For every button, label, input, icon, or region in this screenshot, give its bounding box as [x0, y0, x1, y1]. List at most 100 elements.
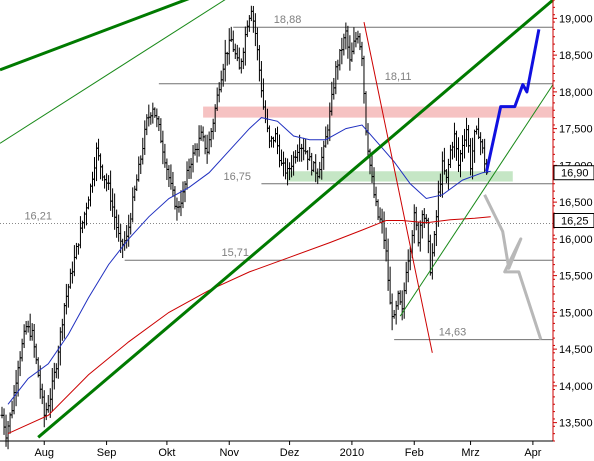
candle	[42, 390, 46, 428]
candle	[4, 414, 8, 447]
candle	[269, 135, 273, 148]
candle	[452, 122, 456, 158]
candle	[34, 343, 38, 365]
x-tick: Okt	[158, 441, 175, 459]
candle	[137, 156, 141, 182]
candle	[261, 78, 265, 110]
level-14,63: 14,63	[394, 327, 553, 341]
candle	[68, 268, 72, 289]
candle	[344, 22, 348, 50]
bearish-projection	[483, 194, 543, 341]
candle	[185, 161, 189, 190]
candle	[145, 114, 149, 136]
candle	[434, 210, 438, 247]
x-tick: Nov	[219, 441, 240, 459]
x-tick: Dez	[280, 441, 299, 459]
candle	[207, 131, 211, 155]
candle	[20, 338, 24, 362]
level-label: 14,63	[439, 327, 467, 339]
candle	[175, 197, 179, 221]
y-tick: 14,500	[553, 344, 593, 356]
candle	[366, 123, 370, 157]
candle	[78, 216, 82, 249]
candle	[141, 137, 145, 165]
candle	[74, 242, 78, 260]
candles-layer	[0, 5, 489, 450]
level-label: 18,11	[385, 71, 412, 83]
x-tick-label: Sep	[97, 447, 117, 459]
candle	[354, 31, 358, 48]
candle	[386, 238, 390, 291]
candle	[326, 124, 330, 145]
level-16,21: 16,21	[0, 210, 553, 224]
candle	[362, 55, 366, 104]
candle	[469, 138, 473, 176]
x-tick-label: Apr	[524, 447, 541, 459]
candle	[231, 30, 235, 52]
candle	[101, 164, 105, 181]
x-tick-label: 2010	[340, 447, 364, 459]
candle	[241, 47, 245, 70]
candle	[54, 363, 58, 379]
candle	[167, 165, 171, 188]
candle	[247, 15, 251, 32]
y-tick-label: 18,000	[559, 87, 593, 99]
candle	[278, 134, 282, 168]
candle	[336, 59, 340, 80]
candle	[113, 193, 117, 230]
candle	[342, 33, 346, 56]
candle	[147, 104, 151, 127]
candle	[133, 185, 137, 202]
candle	[153, 107, 157, 118]
x-tick: Sep	[97, 441, 117, 459]
candle	[199, 125, 203, 141]
x-tick-label: Feb	[405, 447, 424, 459]
bullish-projection	[485, 29, 541, 172]
candle	[463, 128, 467, 159]
candle	[374, 186, 378, 207]
candle	[358, 33, 362, 51]
candle	[430, 243, 434, 280]
y-tick-label: 15,000	[559, 307, 593, 319]
y-tick: 13,500	[553, 418, 593, 430]
level-label: 15,71	[222, 247, 250, 259]
candle	[412, 204, 416, 244]
candle	[97, 138, 101, 161]
candle	[388, 266, 392, 305]
candle	[481, 139, 485, 154]
candle	[139, 155, 143, 175]
candle	[111, 188, 115, 217]
candle	[36, 357, 40, 378]
candle	[461, 135, 465, 162]
candle	[18, 351, 22, 377]
candle	[273, 128, 277, 143]
candle	[197, 125, 201, 157]
candle	[294, 150, 298, 164]
indicator-layer	[7, 117, 491, 435]
candle	[308, 147, 312, 161]
candle	[282, 151, 286, 177]
x-tick: Aug	[34, 441, 54, 459]
level-label: 16,75	[224, 171, 252, 183]
moving-average-blue	[7, 117, 491, 405]
candle	[332, 77, 336, 100]
y-tick-label: 17,500	[559, 124, 593, 136]
candle	[201, 126, 205, 142]
candle	[62, 303, 66, 339]
x-tick: 2010	[340, 441, 364, 459]
candle	[448, 144, 452, 168]
candle	[64, 283, 68, 315]
candle	[483, 138, 487, 173]
candle	[450, 141, 454, 160]
candle	[245, 20, 249, 38]
candle	[302, 137, 306, 161]
y-tick-label: 16,500	[559, 197, 593, 209]
candle	[350, 42, 354, 62]
candle	[211, 118, 215, 140]
y-tick: 16,500	[553, 197, 593, 209]
trendline-3	[0, 0, 226, 144]
candle	[12, 385, 16, 415]
candle	[322, 140, 326, 170]
